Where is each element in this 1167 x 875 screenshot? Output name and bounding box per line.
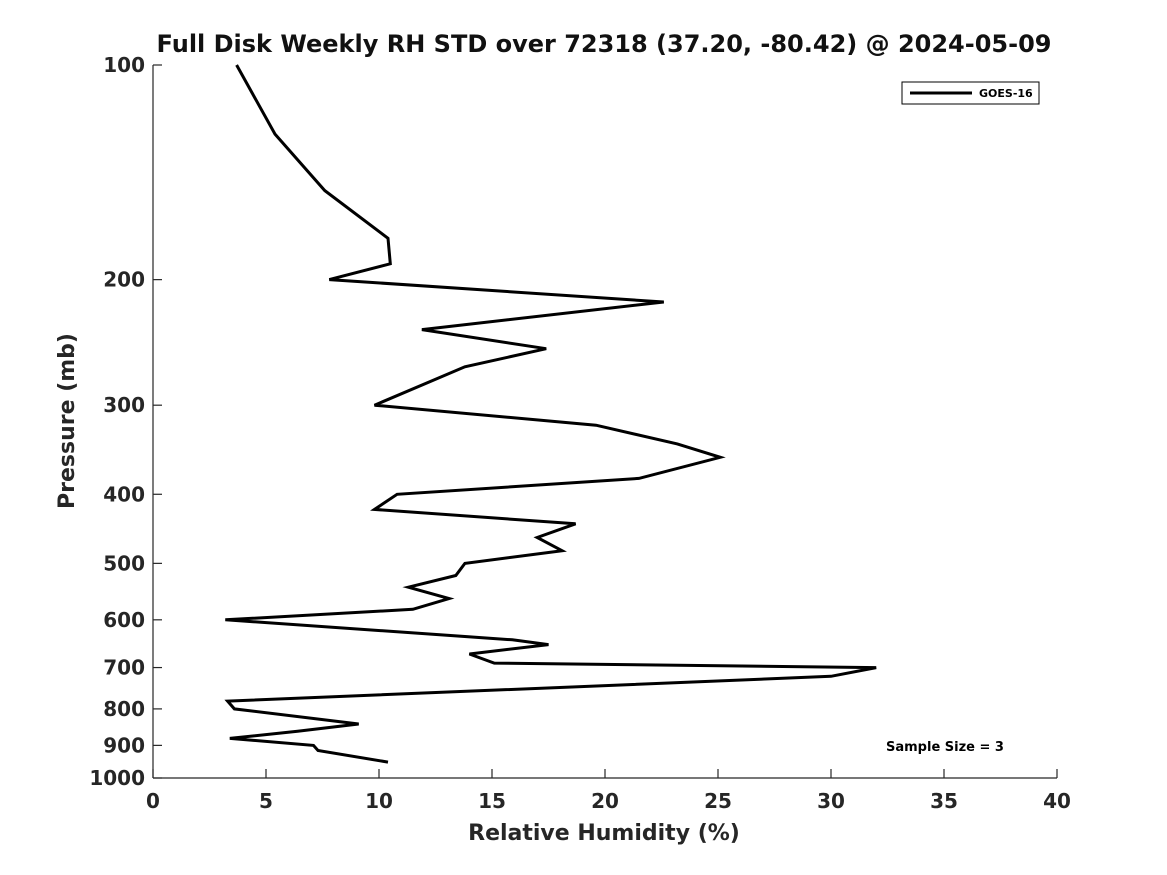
x-tick-label: 5 [259, 789, 273, 813]
y-tick-label: 900 [103, 733, 145, 757]
y-tick-label: 200 [103, 268, 145, 292]
y-tick-label: 700 [103, 656, 145, 680]
x-tick-label: 0 [146, 789, 160, 813]
chart-title: Full Disk Weekly RH STD over 72318 (37.2… [157, 30, 1052, 58]
x-tick-label: 15 [478, 789, 506, 813]
y-axis-label: Pressure (mb) [55, 333, 80, 509]
x-tick-label: 10 [365, 789, 393, 813]
y-tick-label: 1000 [89, 766, 145, 790]
x-tick-label: 25 [704, 789, 732, 813]
plot-area [224, 64, 877, 764]
series-line-goes-16 [224, 64, 877, 764]
legend-label-goes-16: GOES-16 [979, 87, 1033, 100]
y-tick-label: 800 [103, 697, 145, 721]
y-tick-label: 100 [103, 53, 145, 77]
y-tick-label: 300 [103, 393, 145, 417]
x-tick-label: 40 [1043, 789, 1071, 813]
sample-size-annotation: Sample Size = 3 [886, 740, 1004, 755]
axes: 0 5 10 15 20 25 30 35 40 100 200 300 400 500 600 700 800… [89, 53, 1071, 813]
legend: GOES-16 [901, 81, 1040, 105]
x-tick-label: 35 [930, 789, 958, 813]
x-tick-label: 30 [817, 789, 845, 813]
y-tick-label: 500 [103, 551, 145, 575]
x-axis-label: Relative Humidity (%) [468, 821, 740, 846]
y-tick-label: 400 [103, 482, 145, 506]
x-tick-label: 20 [591, 789, 619, 813]
y-tick-label: 600 [103, 608, 145, 632]
